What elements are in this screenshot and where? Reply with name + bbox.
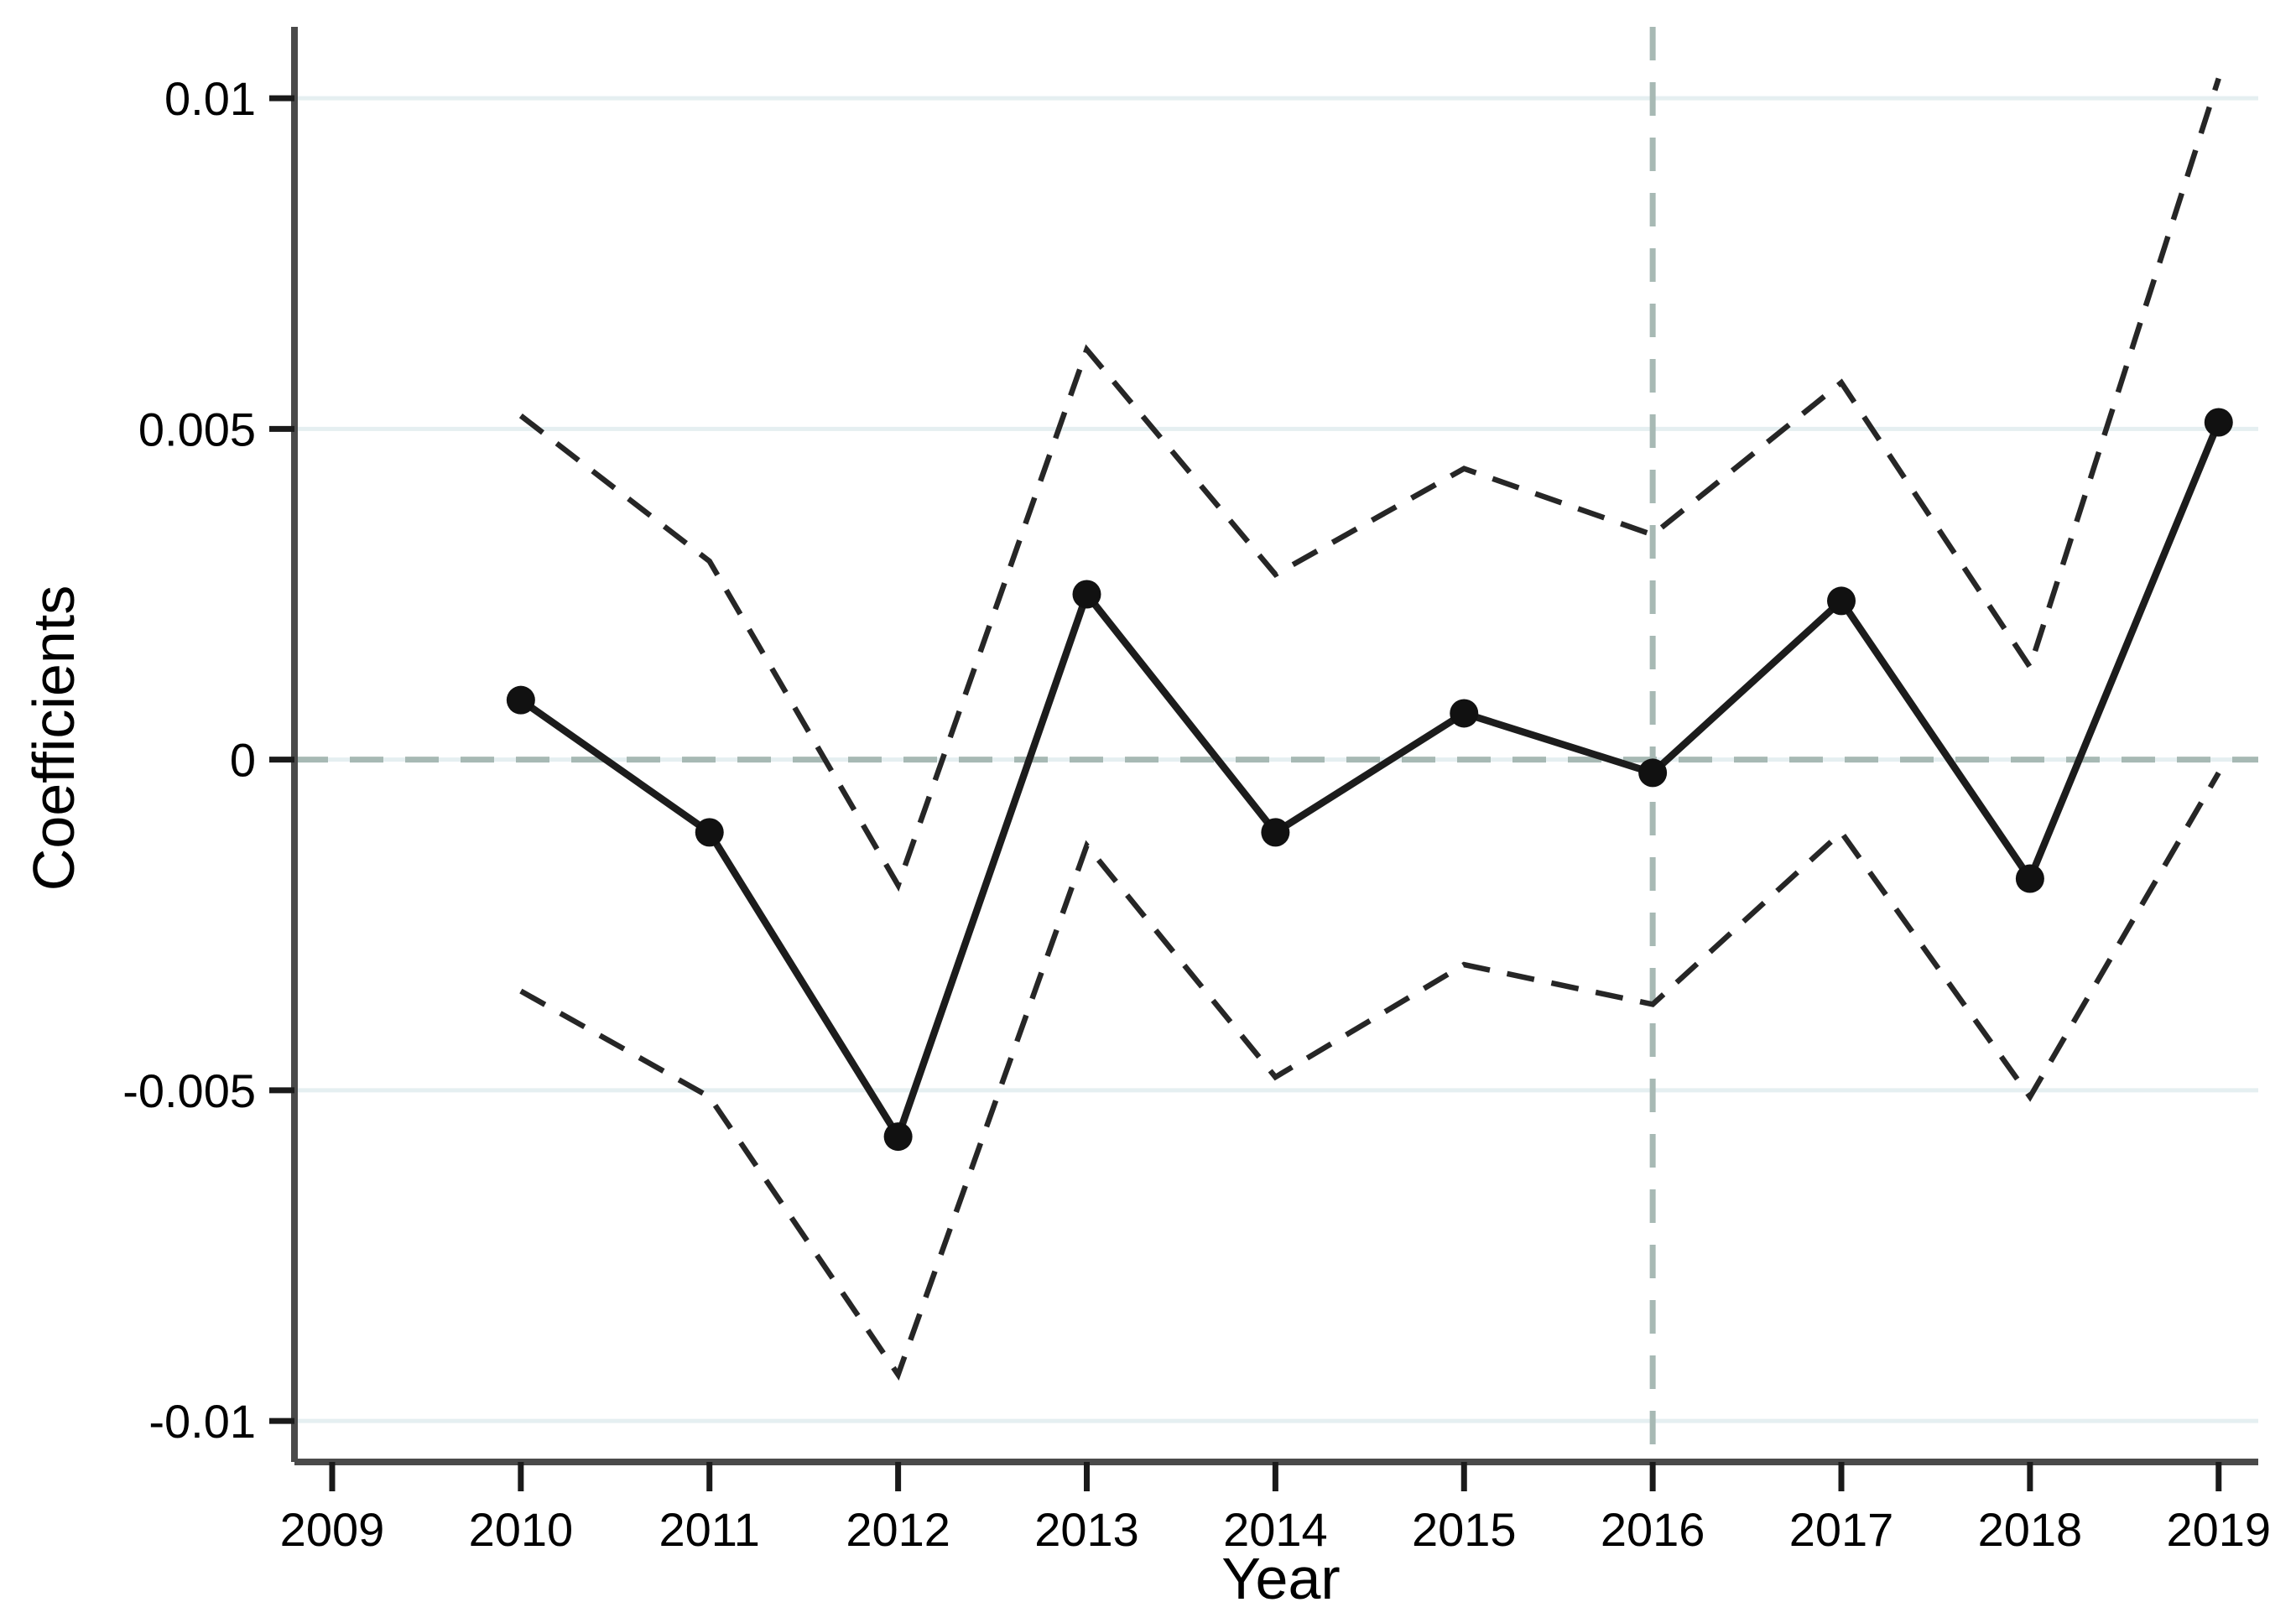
x-tick-label: 2016	[1601, 1503, 1705, 1556]
x-tick-label: 2017	[1789, 1503, 1894, 1556]
x-tick-label: 2010	[469, 1503, 574, 1556]
coefficient-marker	[1261, 818, 1290, 847]
coefficient-marker	[2015, 864, 2044, 893]
y-tick-label: -0.01	[148, 1395, 256, 1448]
coefficient-marker	[695, 818, 724, 847]
coefficient-marker	[1072, 580, 1101, 609]
y-tick-label: 0	[230, 734, 256, 787]
x-tick-label: 2009	[280, 1503, 385, 1556]
y-axis-title: Coefficients	[21, 585, 86, 891]
ci-upper-line	[518, 77, 2221, 892]
ci-lower-line	[519, 771, 2221, 1381]
x-tick-label: 2014	[1223, 1503, 1328, 1556]
x-tick-label: 2015	[1412, 1503, 1517, 1556]
x-tick-label: 2019	[2166, 1503, 2271, 1556]
y-tick-label: -0.005	[122, 1064, 256, 1117]
coefficient-line	[518, 420, 2222, 1141]
coefficient-marker	[1638, 758, 1668, 788]
y-tick-label: 0.01	[164, 72, 256, 125]
x-tick-label: 2011	[659, 1503, 760, 1556]
x-axis-title: Year	[1221, 1546, 1340, 1611]
y-tick-label: 0.005	[138, 403, 256, 455]
coefficient-marker	[506, 685, 535, 715]
coefficient-marker	[1450, 699, 1479, 728]
coefficient-marker	[1827, 586, 1856, 616]
chart-plot-area: 0.01 0.005 0 -0.005 -0.01 2009 2010 2011 2012 201…	[122, 27, 2271, 1556]
x-tick-label: 2018	[1978, 1503, 2083, 1556]
x-tick-label: 2013	[1034, 1503, 1139, 1556]
x-tick-label: 2012	[846, 1503, 950, 1556]
coefficient-marker	[2204, 408, 2233, 437]
coefficient-marker	[883, 1122, 913, 1152]
